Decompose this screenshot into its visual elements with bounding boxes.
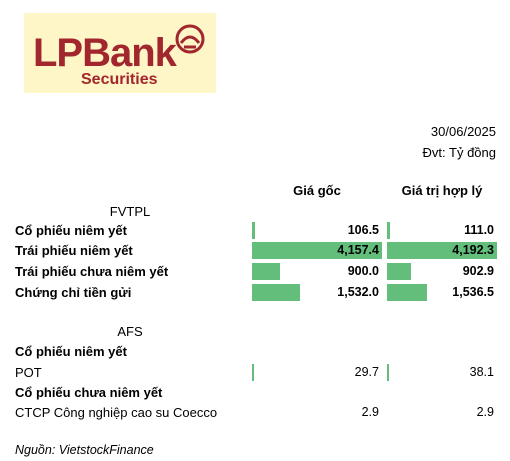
cell-value: 29.7 <box>354 365 379 379</box>
row-label: POT <box>15 365 42 380</box>
cell-value: 106.5 <box>347 223 379 237</box>
row-label: CTCP Công nghiệp cao su Coecco <box>15 405 218 420</box>
lpbank-emblem-icon <box>175 24 205 54</box>
group-label: Cổ phiếu chưa niêm yết <box>15 385 163 400</box>
cell-value: 4,192.3 <box>452 243 494 257</box>
cost-cell: 4,157.4 <box>252 242 382 259</box>
cost-cell: 106.5 <box>252 222 382 239</box>
unit-label: Đvt: Tỷ đồng <box>422 145 496 160</box>
data-bar <box>387 263 411 280</box>
fair-value-cell: 4,192.3 <box>387 242 497 259</box>
report-date: 30/06/2025 <box>430 124 496 139</box>
data-bar <box>387 364 389 381</box>
fair-value-cell: 111.0 <box>387 222 497 239</box>
data-bar <box>387 222 390 239</box>
data-bar <box>252 263 281 280</box>
source-note: Nguồn: VietstockFinance <box>15 443 154 457</box>
cost-cell: 2.9 <box>252 404 382 421</box>
fair-value-cell: 38.1 <box>387 364 497 381</box>
data-bar <box>387 242 497 259</box>
lpbank-securities-logo: LPBank Securities <box>24 13 216 93</box>
section-title-afs: AFS <box>117 324 143 339</box>
cell-value: 38.1 <box>469 365 494 379</box>
fair-value-cell: 1,536.5 <box>387 284 497 301</box>
cell-value: 1,532.0 <box>337 285 379 299</box>
cell-value: 111.0 <box>464 223 494 237</box>
logo-subtitle: Securities <box>81 71 158 88</box>
cell-value: 900.0 <box>347 264 379 278</box>
fair-value-cell: 902.9 <box>387 263 497 280</box>
cell-value: 1,536.5 <box>452 285 494 299</box>
logo-brand: LPBank <box>33 31 177 75</box>
cost-cell: 900.0 <box>252 263 382 280</box>
data-bar <box>252 242 382 259</box>
data-bar <box>252 222 256 239</box>
cost-cell: 29.7 <box>252 364 382 381</box>
data-bar <box>252 364 254 381</box>
cell-value: 902.9 <box>462 264 494 278</box>
data-bar <box>252 284 300 301</box>
fair-value-cell: 2.9 <box>387 404 497 421</box>
cell-value: 2.9 <box>476 405 494 419</box>
data-bar <box>387 284 428 301</box>
row-label: Trái phiếu niêm yết <box>15 243 133 258</box>
cell-value: 2.9 <box>361 405 379 419</box>
cost-cell: 1,532.0 <box>252 284 382 301</box>
row-label: Trái phiếu chưa niêm yết <box>15 264 169 279</box>
column-header-cost: Giá gốc <box>293 183 341 198</box>
row-label: Cổ phiếu niêm yết <box>15 223 127 238</box>
cell-value: 4,157.4 <box>337 243 379 257</box>
group-label: Cổ phiếu niêm yết <box>15 344 127 359</box>
row-label: Chứng chỉ tiền gửi <box>15 285 132 300</box>
section-title-fvtpl: FVTPL <box>109 204 151 219</box>
column-header-fair-value: Giá trị hợp lý <box>401 183 483 198</box>
